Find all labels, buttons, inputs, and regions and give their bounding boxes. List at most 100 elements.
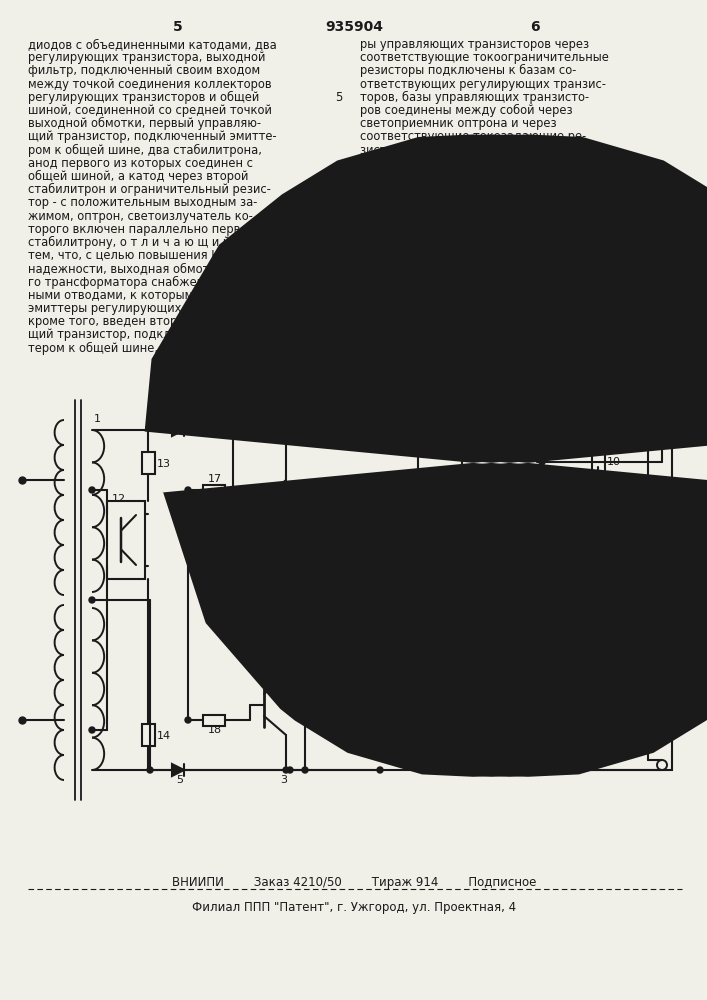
Text: 5: 5 (176, 775, 183, 785)
Text: выходной обмотки, первый управляю-: выходной обмотки, первый управляю- (28, 117, 261, 130)
Text: 20: 20 (327, 289, 342, 302)
Text: тор - с положительным выходным за-: тор - с положительным выходным за- (28, 196, 257, 209)
Text: 12: 12 (112, 494, 126, 504)
Text: резисторы подключены к базам со-: резисторы подключены к базам со- (360, 64, 576, 77)
Text: Филиал ППП "Патент", г. Ужгород, ул. Проектная, 4: Филиал ППП "Патент", г. Ужгород, ул. Про… (192, 901, 516, 914)
Text: принятые во внимание при экспертизе: принятые во внимание при экспертизе (269, 244, 509, 257)
Bar (641, 552, 655, 607)
Text: тем, что, с целью повышения КПД и: тем, что, с целью повышения КПД и (28, 249, 248, 262)
Bar (107, 501, 145, 579)
Text: лизированные транзисторные преобра-: лизированные транзисторные преобра- (372, 274, 614, 287)
Text: кроме того, введен второй управляю-: кроме того, введен второй управляю- (28, 315, 259, 328)
Bar (298, 652, 312, 678)
Circle shape (230, 427, 236, 433)
Text: 20: 20 (657, 575, 671, 585)
Circle shape (508, 607, 514, 613)
Text: транзисторов через соответствующие: транзисторов через соответствующие (360, 170, 595, 183)
Text: 7: 7 (288, 693, 295, 703)
Circle shape (283, 767, 289, 773)
Circle shape (283, 607, 289, 613)
Bar (141, 724, 155, 746)
Text: го трансформатора снабжена симметрич-: го трансформатора снабжена симметрич- (28, 276, 286, 289)
Text: 17: 17 (208, 474, 222, 484)
Text: 10: 10 (607, 457, 621, 467)
Text: светоприемник оптрона и через: светоприемник оптрона и через (360, 117, 556, 130)
Text: торов, базы управляющих транзисто-: торов, базы управляющих транзисто- (360, 91, 589, 104)
Text: 2: 2 (228, 415, 235, 425)
Text: ным отводам, базы регулирующих: ным отводам, базы регулирующих (360, 157, 571, 170)
Text: 10: 10 (327, 170, 342, 183)
Circle shape (415, 574, 421, 580)
Text: ром к общей шине, два стабилитрона,: ром к общей шине, два стабилитрона, (28, 144, 262, 157)
Text: 15: 15 (242, 539, 256, 549)
Text: 9: 9 (605, 502, 612, 512)
Text: 14: 14 (157, 731, 171, 741)
Bar (203, 485, 225, 495)
Text: ВНИИПИ        Заказ 4210/50        Тираж 914        Подписное: ВНИИПИ Заказ 4210/50 Тираж 914 Подписное (172, 876, 536, 889)
Circle shape (539, 459, 545, 465)
Text: 3: 3 (280, 775, 287, 785)
Circle shape (377, 767, 383, 773)
Polygon shape (411, 437, 425, 451)
Circle shape (185, 717, 191, 723)
Polygon shape (592, 504, 604, 516)
Text: щий транзистор, подключенный эмитте-: щий транзистор, подключенный эмитте- (28, 130, 276, 143)
Text: тером к общей шине, причем коллекто-: тером к общей шине, причем коллекто- (28, 342, 271, 355)
Text: стабилитрон и ограничительный резис-: стабилитрон и ограничительный резис- (28, 183, 271, 196)
Text: рис.8-3.: рис.8-3. (372, 301, 419, 314)
Text: соответствующие токозадающие ре-: соответствующие токозадающие ре- (360, 130, 586, 143)
Text: эмиттеры регулирующих транзисторов,: эмиттеры регулирующих транзисторов, (28, 302, 272, 315)
Circle shape (89, 727, 95, 733)
Text: фильтр, подключенный своим входом: фильтр, подключенный своим входом (28, 64, 260, 77)
Circle shape (185, 487, 191, 493)
Bar (203, 714, 225, 726)
Polygon shape (172, 424, 184, 436)
Circle shape (89, 597, 95, 603)
Circle shape (147, 767, 153, 773)
Bar (511, 579, 549, 641)
Text: 8: 8 (549, 643, 556, 653)
Text: ров соединены между собой через: ров соединены между собой через (360, 104, 573, 117)
Text: 2. Авторское свидетельство СССР: 2. Авторское свидетельство СССР (372, 319, 578, 332)
Text: шиной, соединенной со средней точкой: шиной, соединенной со средней точкой (28, 104, 272, 117)
Text: резисторы смещения подключены к точ-: резисторы смещения подключены к точ- (360, 183, 609, 196)
Text: 935904: 935904 (325, 20, 383, 34)
Text: 13: 13 (157, 459, 171, 469)
Bar (462, 430, 672, 770)
Circle shape (89, 487, 95, 493)
Text: 11: 11 (514, 574, 528, 584)
Circle shape (227, 427, 233, 433)
Text: 5: 5 (334, 91, 342, 104)
Text: жимом, оптрон, светоизлучатель ко-: жимом, оптрон, светоизлучатель ко- (28, 210, 253, 223)
Text: анод первого из которых соединен с: анод первого из которых соединен с (28, 157, 253, 170)
Text: торого включен параллельно первому: торого включен параллельно первому (28, 223, 263, 236)
Text: ке соединения катодов выпрямительных: ке соединения катодов выпрямительных (360, 196, 612, 209)
Text: зисторы подключены к симметрич-: зисторы подключены к симметрич- (360, 144, 575, 157)
Bar (226, 530, 240, 556)
Text: стабилитрону, о т л и ч а ю щ и й с я: стабилитрону, о т л и ч а ю щ и й с я (28, 236, 251, 249)
Text: регулирующих транзистора, выходной: регулирующих транзистора, выходной (28, 51, 265, 64)
Text: диодов.: диодов. (360, 210, 408, 223)
Text: диодов с объединенными катодами, два: диодов с объединенными катодами, два (28, 38, 276, 51)
Text: по заявке № 2841277/24-07,: по заявке № 2841277/24-07, (372, 332, 542, 345)
Text: ответствующих регулирующих транзис-: ответствующих регулирующих транзис- (360, 78, 606, 91)
Text: 18: 18 (208, 725, 222, 735)
Text: 5: 5 (173, 20, 183, 34)
Text: общей шиной, а катод через второй: общей шиной, а катод через второй (28, 170, 248, 183)
Text: регулирующих транзисторов и общей: регулирующих транзисторов и общей (28, 91, 259, 104)
Circle shape (302, 767, 308, 773)
Text: 4: 4 (176, 414, 183, 424)
Text: 19: 19 (494, 445, 508, 455)
Text: щий транзистор, подключенный эмит-: щий транзистор, подключенный эмит- (28, 328, 263, 341)
Text: 6: 6 (530, 20, 540, 34)
Polygon shape (537, 643, 547, 654)
Text: кл. G 05 F 1/56, 1979.: кл. G 05 F 1/56, 1979. (372, 345, 501, 358)
Text: 1. Моин В.С., Лаптев И.Н. Стаби-: 1. Моин В.С., Лаптев И.Н. Стаби- (372, 261, 568, 274)
Text: 16: 16 (314, 661, 328, 671)
Text: Источники информации,: Источники информации, (313, 231, 464, 244)
Circle shape (283, 427, 289, 433)
Circle shape (462, 767, 468, 773)
Circle shape (283, 607, 289, 613)
Text: 6: 6 (288, 498, 295, 508)
Text: между точкой соединения коллекторов: между точкой соединения коллекторов (28, 78, 271, 91)
